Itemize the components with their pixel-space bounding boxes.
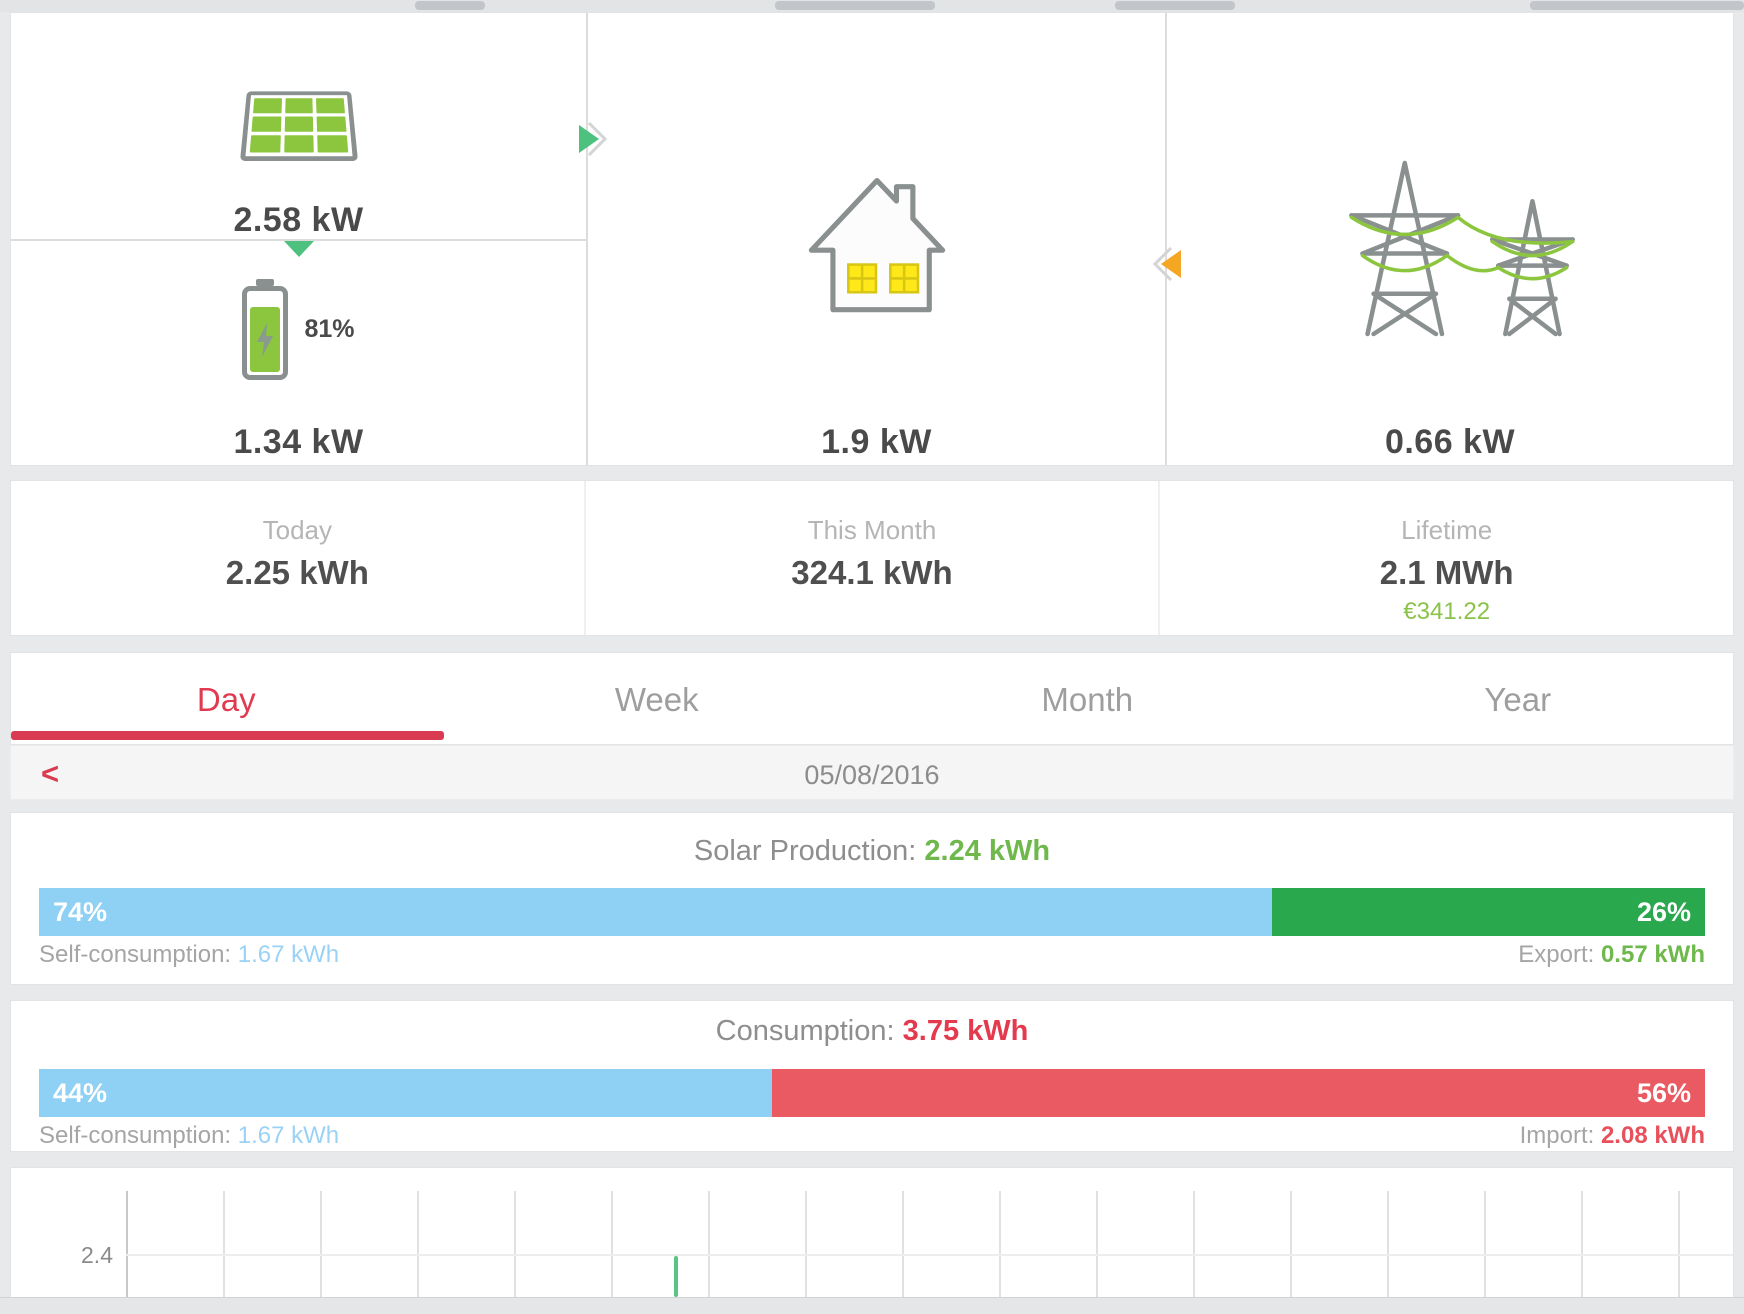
import-label: Import:	[1519, 1122, 1595, 1149]
consumption-split-bar: 44% 56%	[39, 1069, 1705, 1117]
self-consumption-pct: 74%	[53, 896, 108, 927]
status-bar-blob	[415, 1, 485, 10]
self-consumption-segment: 44%	[39, 1069, 773, 1117]
previous-day-button[interactable]: <	[41, 756, 60, 791]
chart-plot-area	[126, 1191, 1733, 1297]
stat-value: 2.1 MWh	[1379, 554, 1514, 591]
production-stats-panel: Today 2.25 kWh This Month 324.1 kWh Life…	[10, 480, 1734, 636]
stat-label: Today	[262, 515, 333, 545]
production-total: 2.24 kWh	[924, 835, 1051, 867]
lightning-bolt-icon	[257, 322, 274, 357]
grid-power-value: 0.66 kW	[1384, 423, 1516, 461]
stat-this-month: This Month 324.1 kWh	[583, 481, 1159, 635]
stat-lifetime: Lifetime 2.1 MWh €341.22	[1158, 481, 1733, 635]
solar-battery-column: 2.58 kW 81% 1.34 kW	[11, 13, 588, 465]
consumption-total: 3.75 kWh	[902, 1015, 1029, 1047]
battery-charging-arrow-icon	[283, 241, 314, 257]
tab-year[interactable]: Year	[1484, 681, 1552, 718]
self-consumption-label: Self-consumption:	[39, 1122, 232, 1149]
energy-flow-panel: 2.58 kW 81% 1.34 kW	[10, 12, 1734, 466]
stat-today: Today 2.25 kWh	[11, 481, 584, 635]
y-axis-tick-label: 2.4	[81, 1242, 113, 1268]
stat-value: 2.25 kWh	[225, 554, 369, 591]
battery-charge-value: 81%	[304, 315, 355, 343]
status-bar-blob	[1115, 1, 1235, 10]
import-segment: 56%	[772, 1069, 1705, 1117]
home-column: 1.9 kW	[588, 13, 1167, 465]
stat-label: This Month	[807, 515, 937, 545]
horizontal-gridline	[126, 1254, 1733, 1256]
solar-production-card: Solar Production: 2.24 kWh 74% 26% Self-…	[10, 812, 1734, 985]
power-grid-icon	[1295, 153, 1605, 344]
self-consumption-value: 1.67 kWh	[237, 941, 340, 968]
status-bar-blob	[1530, 1, 1744, 10]
production-title: Solar Production:	[693, 835, 917, 867]
flow-arrow-left-icon	[1149, 244, 1189, 284]
status-bar	[0, 0, 1744, 12]
power-time-chart: 2.4	[10, 1167, 1734, 1297]
solar-battery-divider	[11, 239, 586, 241]
house-icon	[795, 161, 959, 326]
battery-icon	[242, 279, 289, 380]
consumption-title: Consumption:	[715, 1015, 895, 1047]
import-pct: 56%	[1636, 1077, 1691, 1108]
export-value: 0.57 kWh	[1600, 941, 1705, 968]
house-window-icon	[846, 263, 919, 294]
export-pct: 26%	[1636, 896, 1691, 927]
period-tabs: Day Week Month Year	[10, 652, 1734, 745]
production-split-bar: 74% 26%	[39, 888, 1705, 936]
stat-earnings: €341.22	[1403, 598, 1491, 625]
date-navigation-bar: < 05/08/2016	[10, 745, 1734, 800]
import-value: 2.08 kWh	[1600, 1122, 1705, 1149]
active-tab-indicator	[11, 731, 444, 740]
export-label: Export:	[1518, 941, 1595, 968]
self-consumption-segment: 74%	[39, 888, 1272, 936]
production-spike-bar	[674, 1256, 678, 1297]
self-consumption-label: Self-consumption:	[39, 941, 232, 968]
home-power-value: 1.9 kW	[821, 423, 932, 461]
tab-day[interactable]: Day	[196, 681, 256, 718]
status-bar-blob	[775, 1, 935, 10]
consumption-card: Consumption: 3.75 kWh 44% 56% Self-consu…	[10, 1000, 1734, 1152]
solar-panel-icon	[239, 79, 358, 161]
selected-date: 05/08/2016	[804, 760, 940, 790]
tab-week[interactable]: Week	[614, 681, 699, 718]
self-consumption-value: 1.67 kWh	[237, 1122, 340, 1149]
grid-column: 0.66 kW	[1167, 13, 1733, 465]
tab-month[interactable]: Month	[1041, 681, 1134, 718]
solar-power-value: 2.58 kW	[233, 201, 364, 239]
bottom-edge-strip	[0, 1297, 1744, 1314]
self-consumption-pct: 44%	[53, 1077, 108, 1108]
export-segment: 26%	[1271, 888, 1705, 936]
battery-power-value: 1.34 kW	[233, 423, 364, 461]
stat-value: 324.1 kWh	[791, 554, 953, 591]
stat-label: Lifetime	[1401, 515, 1493, 545]
flow-arrow-right-icon	[571, 119, 611, 159]
